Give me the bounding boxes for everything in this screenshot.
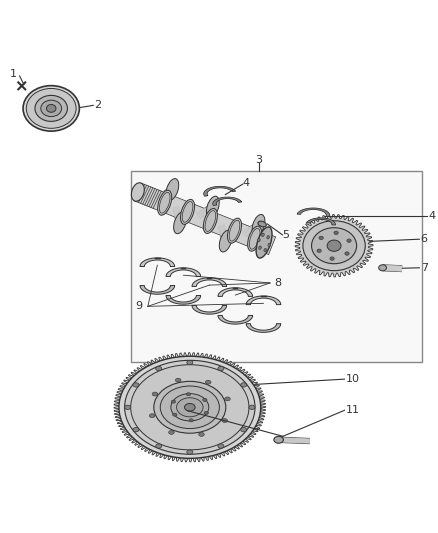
Polygon shape xyxy=(218,288,253,296)
Ellipse shape xyxy=(187,450,193,454)
Text: 10: 10 xyxy=(346,374,360,384)
Polygon shape xyxy=(246,296,281,305)
Ellipse shape xyxy=(218,366,224,370)
Text: 4: 4 xyxy=(243,178,250,188)
Ellipse shape xyxy=(166,179,179,200)
Ellipse shape xyxy=(203,208,217,233)
Text: 9: 9 xyxy=(135,301,143,311)
Text: 1: 1 xyxy=(10,69,17,79)
Ellipse shape xyxy=(256,227,272,258)
Ellipse shape xyxy=(160,386,219,429)
Polygon shape xyxy=(218,316,253,324)
Ellipse shape xyxy=(186,393,191,395)
Ellipse shape xyxy=(173,212,187,233)
Ellipse shape xyxy=(247,226,261,251)
Polygon shape xyxy=(114,353,265,462)
Ellipse shape xyxy=(379,265,386,271)
Ellipse shape xyxy=(264,248,267,252)
Ellipse shape xyxy=(149,414,155,418)
Bar xyxy=(131,171,422,362)
Polygon shape xyxy=(166,295,201,304)
Text: 7: 7 xyxy=(421,263,428,273)
Text: 3: 3 xyxy=(256,155,263,165)
Ellipse shape xyxy=(252,214,265,236)
Ellipse shape xyxy=(218,444,224,448)
Ellipse shape xyxy=(125,360,255,454)
Ellipse shape xyxy=(177,398,203,417)
Text: 5: 5 xyxy=(282,230,289,240)
Text: 6: 6 xyxy=(421,234,428,244)
Ellipse shape xyxy=(125,405,131,409)
Polygon shape xyxy=(192,278,226,286)
Ellipse shape xyxy=(184,403,195,411)
Ellipse shape xyxy=(240,383,247,387)
Polygon shape xyxy=(307,218,336,225)
Ellipse shape xyxy=(46,104,56,112)
Ellipse shape xyxy=(347,239,351,243)
Ellipse shape xyxy=(227,218,242,243)
Ellipse shape xyxy=(259,246,261,249)
Ellipse shape xyxy=(249,405,255,409)
Ellipse shape xyxy=(119,356,261,458)
Ellipse shape xyxy=(258,238,260,242)
Ellipse shape xyxy=(330,257,334,260)
Ellipse shape xyxy=(225,397,230,401)
Ellipse shape xyxy=(26,88,76,128)
Polygon shape xyxy=(140,258,175,266)
Ellipse shape xyxy=(199,432,204,437)
Ellipse shape xyxy=(154,381,226,433)
Polygon shape xyxy=(213,197,242,205)
Ellipse shape xyxy=(274,437,283,443)
Ellipse shape xyxy=(267,236,269,239)
Polygon shape xyxy=(140,286,175,294)
Ellipse shape xyxy=(131,365,249,450)
Ellipse shape xyxy=(205,380,211,384)
Ellipse shape xyxy=(319,236,323,240)
Ellipse shape xyxy=(23,86,79,131)
Ellipse shape xyxy=(133,427,139,432)
Polygon shape xyxy=(297,208,330,217)
Polygon shape xyxy=(166,268,201,277)
Ellipse shape xyxy=(41,100,62,117)
Ellipse shape xyxy=(303,221,365,271)
Ellipse shape xyxy=(258,221,266,227)
Polygon shape xyxy=(134,183,276,255)
Text: 2: 2 xyxy=(95,100,102,110)
Ellipse shape xyxy=(131,183,144,201)
Text: 4: 4 xyxy=(428,211,435,221)
Ellipse shape xyxy=(317,249,321,253)
Ellipse shape xyxy=(240,427,247,432)
Ellipse shape xyxy=(156,444,162,448)
Ellipse shape xyxy=(158,190,172,215)
Ellipse shape xyxy=(345,252,349,255)
Ellipse shape xyxy=(152,392,158,396)
Polygon shape xyxy=(246,324,281,333)
Text: 8: 8 xyxy=(274,278,282,288)
Ellipse shape xyxy=(180,199,194,224)
Ellipse shape xyxy=(311,228,357,264)
Ellipse shape xyxy=(334,231,338,235)
Ellipse shape xyxy=(189,419,194,422)
Text: 11: 11 xyxy=(346,405,360,415)
Ellipse shape xyxy=(169,431,174,434)
Ellipse shape xyxy=(133,383,139,387)
Ellipse shape xyxy=(156,366,162,370)
Ellipse shape xyxy=(204,411,208,415)
Ellipse shape xyxy=(175,378,181,382)
Ellipse shape xyxy=(327,240,341,252)
Ellipse shape xyxy=(171,400,176,403)
Ellipse shape xyxy=(203,398,207,401)
Polygon shape xyxy=(192,305,226,314)
Ellipse shape xyxy=(268,243,271,247)
Ellipse shape xyxy=(171,394,209,421)
Ellipse shape xyxy=(261,233,264,237)
Ellipse shape xyxy=(222,418,227,423)
Polygon shape xyxy=(295,214,373,277)
Ellipse shape xyxy=(219,230,232,252)
Polygon shape xyxy=(204,187,236,196)
Ellipse shape xyxy=(187,360,193,365)
Ellipse shape xyxy=(173,413,177,416)
Ellipse shape xyxy=(206,196,219,218)
Ellipse shape xyxy=(35,95,67,122)
